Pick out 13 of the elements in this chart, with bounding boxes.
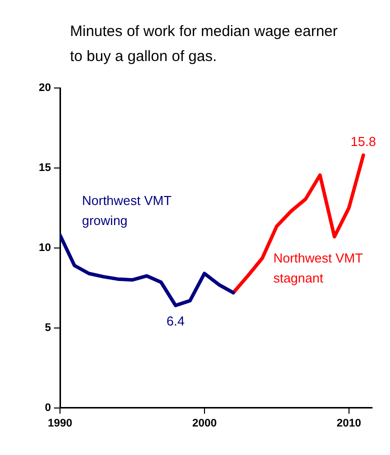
- y-tick-label: 0: [44, 402, 51, 414]
- y-tick-label: 20: [38, 82, 51, 94]
- x-tick-label: 2000: [192, 417, 217, 430]
- chart-title: Minutes of work for median wage earner to buy a gallon of gas.: [70, 23, 338, 65]
- x-tick-label: 1990: [48, 417, 72, 430]
- data-label: 6.4: [166, 314, 185, 329]
- y-tick-label: 15: [38, 162, 51, 174]
- x-tick-label: 2010: [336, 417, 362, 430]
- y-tick-label: 10: [38, 242, 51, 254]
- series-label: Northwest VMT growing: [82, 193, 172, 228]
- data-label: 15.8: [350, 134, 376, 150]
- series-label: Northwest VMT stagnant: [273, 250, 363, 286]
- y-tick-label: 5: [44, 322, 51, 334]
